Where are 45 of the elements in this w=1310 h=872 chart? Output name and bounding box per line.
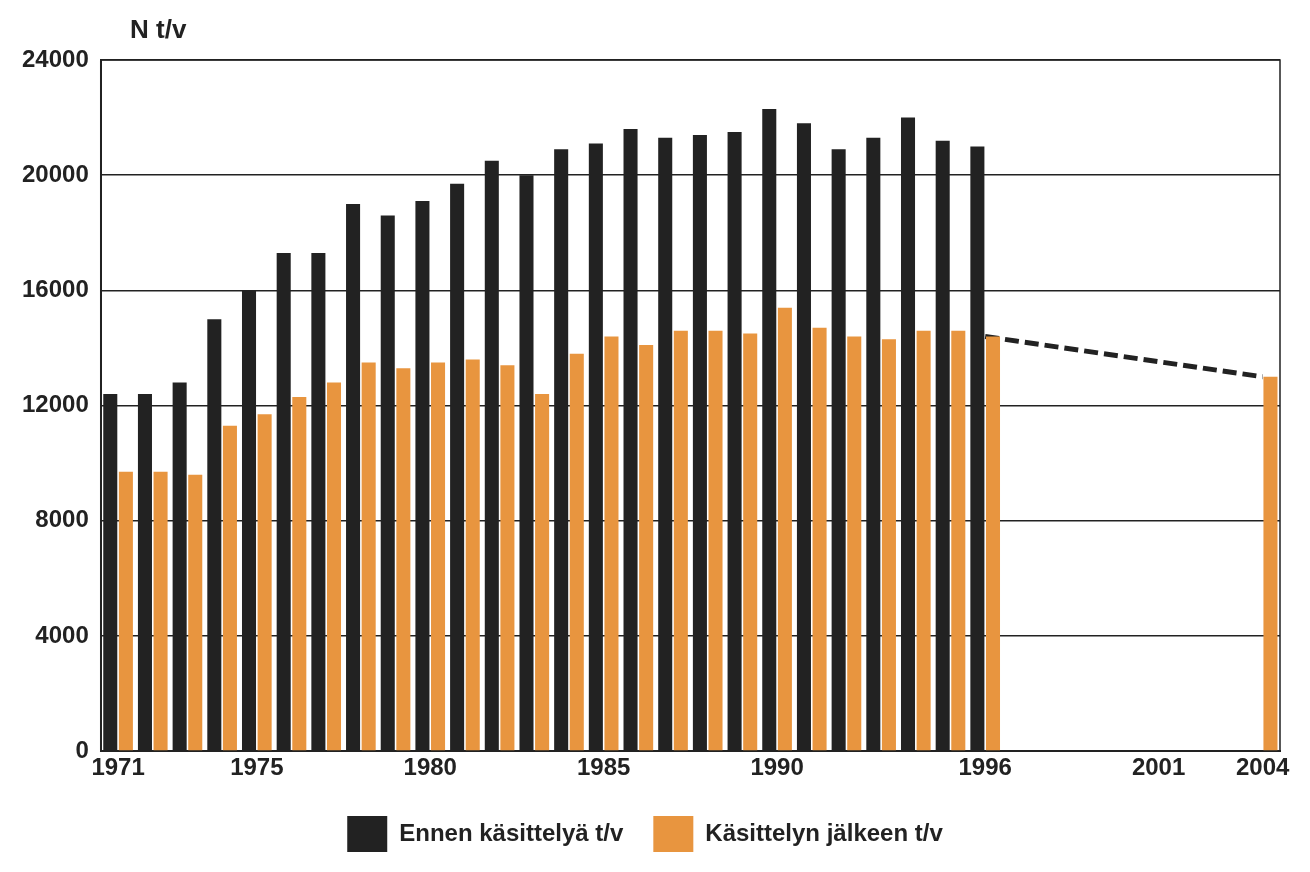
bar	[951, 330, 966, 751]
y-tick-label: 16000	[21, 275, 89, 303]
y-tick-label: 0	[75, 735, 89, 763]
x-tick-label: 1971	[91, 753, 145, 781]
bar	[569, 353, 584, 751]
x-tick-label: 2001	[1131, 753, 1186, 781]
bar	[743, 333, 758, 751]
bar	[500, 365, 515, 751]
bar	[985, 336, 1001, 751]
bar	[292, 396, 307, 751]
x-tick-label: 1980	[403, 753, 457, 781]
bar	[326, 382, 342, 751]
bar	[708, 330, 723, 751]
y-axis-title: N t/v	[130, 14, 187, 45]
bar	[361, 362, 376, 751]
x-tick-label: 1975	[230, 753, 284, 781]
bar	[812, 327, 827, 751]
bar	[673, 330, 688, 751]
bar	[465, 359, 480, 751]
bar	[1263, 376, 1278, 751]
y-tick-label: 4000	[35, 620, 89, 648]
bar	[916, 330, 931, 751]
y-tick-label: 8000	[35, 505, 89, 533]
bar	[777, 307, 792, 751]
bar	[153, 471, 168, 751]
bar	[535, 394, 550, 751]
x-tick-label: 2004	[1235, 753, 1291, 781]
bar	[847, 336, 862, 751]
bar	[188, 474, 203, 751]
y-tick-label: 24000	[21, 44, 89, 72]
bar	[604, 336, 619, 751]
legend-label: Käsittelyn jälkeen t/v	[705, 818, 944, 846]
bar	[118, 471, 133, 751]
bar	[257, 414, 272, 751]
y-tick-label: 12000	[21, 390, 89, 418]
bar	[431, 362, 446, 751]
bar	[881, 339, 896, 751]
x-tick-label: 1985	[576, 753, 631, 781]
bar	[222, 425, 237, 751]
y-tick-label: 20000	[21, 159, 89, 187]
bar	[396, 368, 411, 751]
bar	[639, 345, 654, 751]
x-tick-label: 1996	[958, 753, 1012, 781]
legend-label: Ennen käsittelyä t/v	[399, 818, 624, 846]
x-tick-label: 1990	[750, 753, 804, 781]
